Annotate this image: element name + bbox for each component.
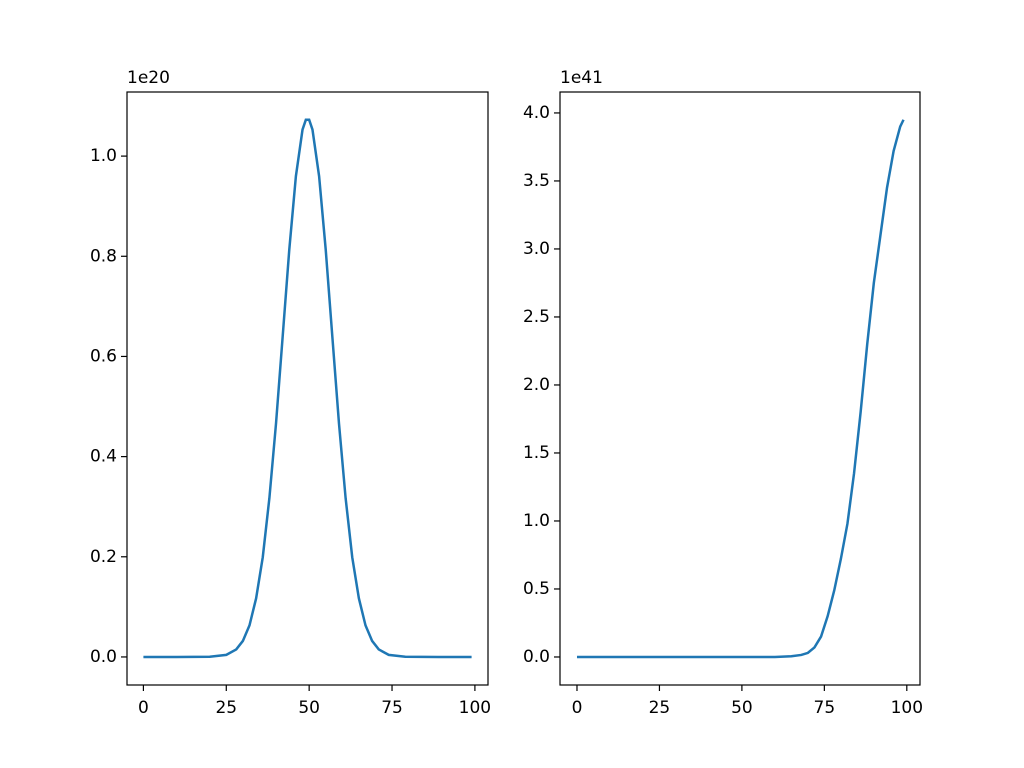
data-line (576, 119, 905, 659)
y-tick-label: 1.5 (523, 443, 550, 463)
x-tick-label: 50 (731, 698, 753, 718)
axes-frame (126, 91, 489, 686)
y-tick-label: 2.5 (523, 307, 550, 327)
x-tick-label: 75 (381, 698, 403, 718)
y-tick-label: 0.4 (90, 447, 117, 467)
y-tick-label: 0.5 (523, 579, 550, 599)
x-tick-label: 25 (649, 698, 671, 718)
y-tick-label: 0.2 (90, 547, 117, 567)
y-tick-label: 3.5 (523, 171, 550, 191)
y-offset-label: 1e41 (560, 68, 603, 88)
y-tick-label: 0.0 (523, 647, 550, 667)
x-tick-label: 75 (814, 698, 836, 718)
y-offset-label: 1e20 (127, 68, 170, 88)
y-tick-label: 3.0 (523, 239, 550, 259)
x-tick-label: 0 (138, 698, 149, 718)
x-tick-label: 0 (572, 698, 583, 718)
y-tick-label: 1.0 (523, 511, 550, 531)
axes-frame (559, 91, 921, 686)
x-tick-label: 25 (215, 698, 237, 718)
y-tick-label: 2.0 (523, 375, 550, 395)
y-tick-label: 0.0 (90, 647, 117, 667)
data-line (143, 118, 472, 659)
x-tick-label: 100 (459, 698, 491, 718)
y-tick-label: 0.6 (90, 346, 117, 366)
y-tick-label: 1.0 (90, 146, 117, 166)
y-tick-label: 4.0 (523, 103, 550, 123)
y-tick-label: 0.8 (90, 246, 117, 266)
x-tick-label: 100 (891, 698, 923, 718)
x-tick-label: 50 (298, 698, 320, 718)
